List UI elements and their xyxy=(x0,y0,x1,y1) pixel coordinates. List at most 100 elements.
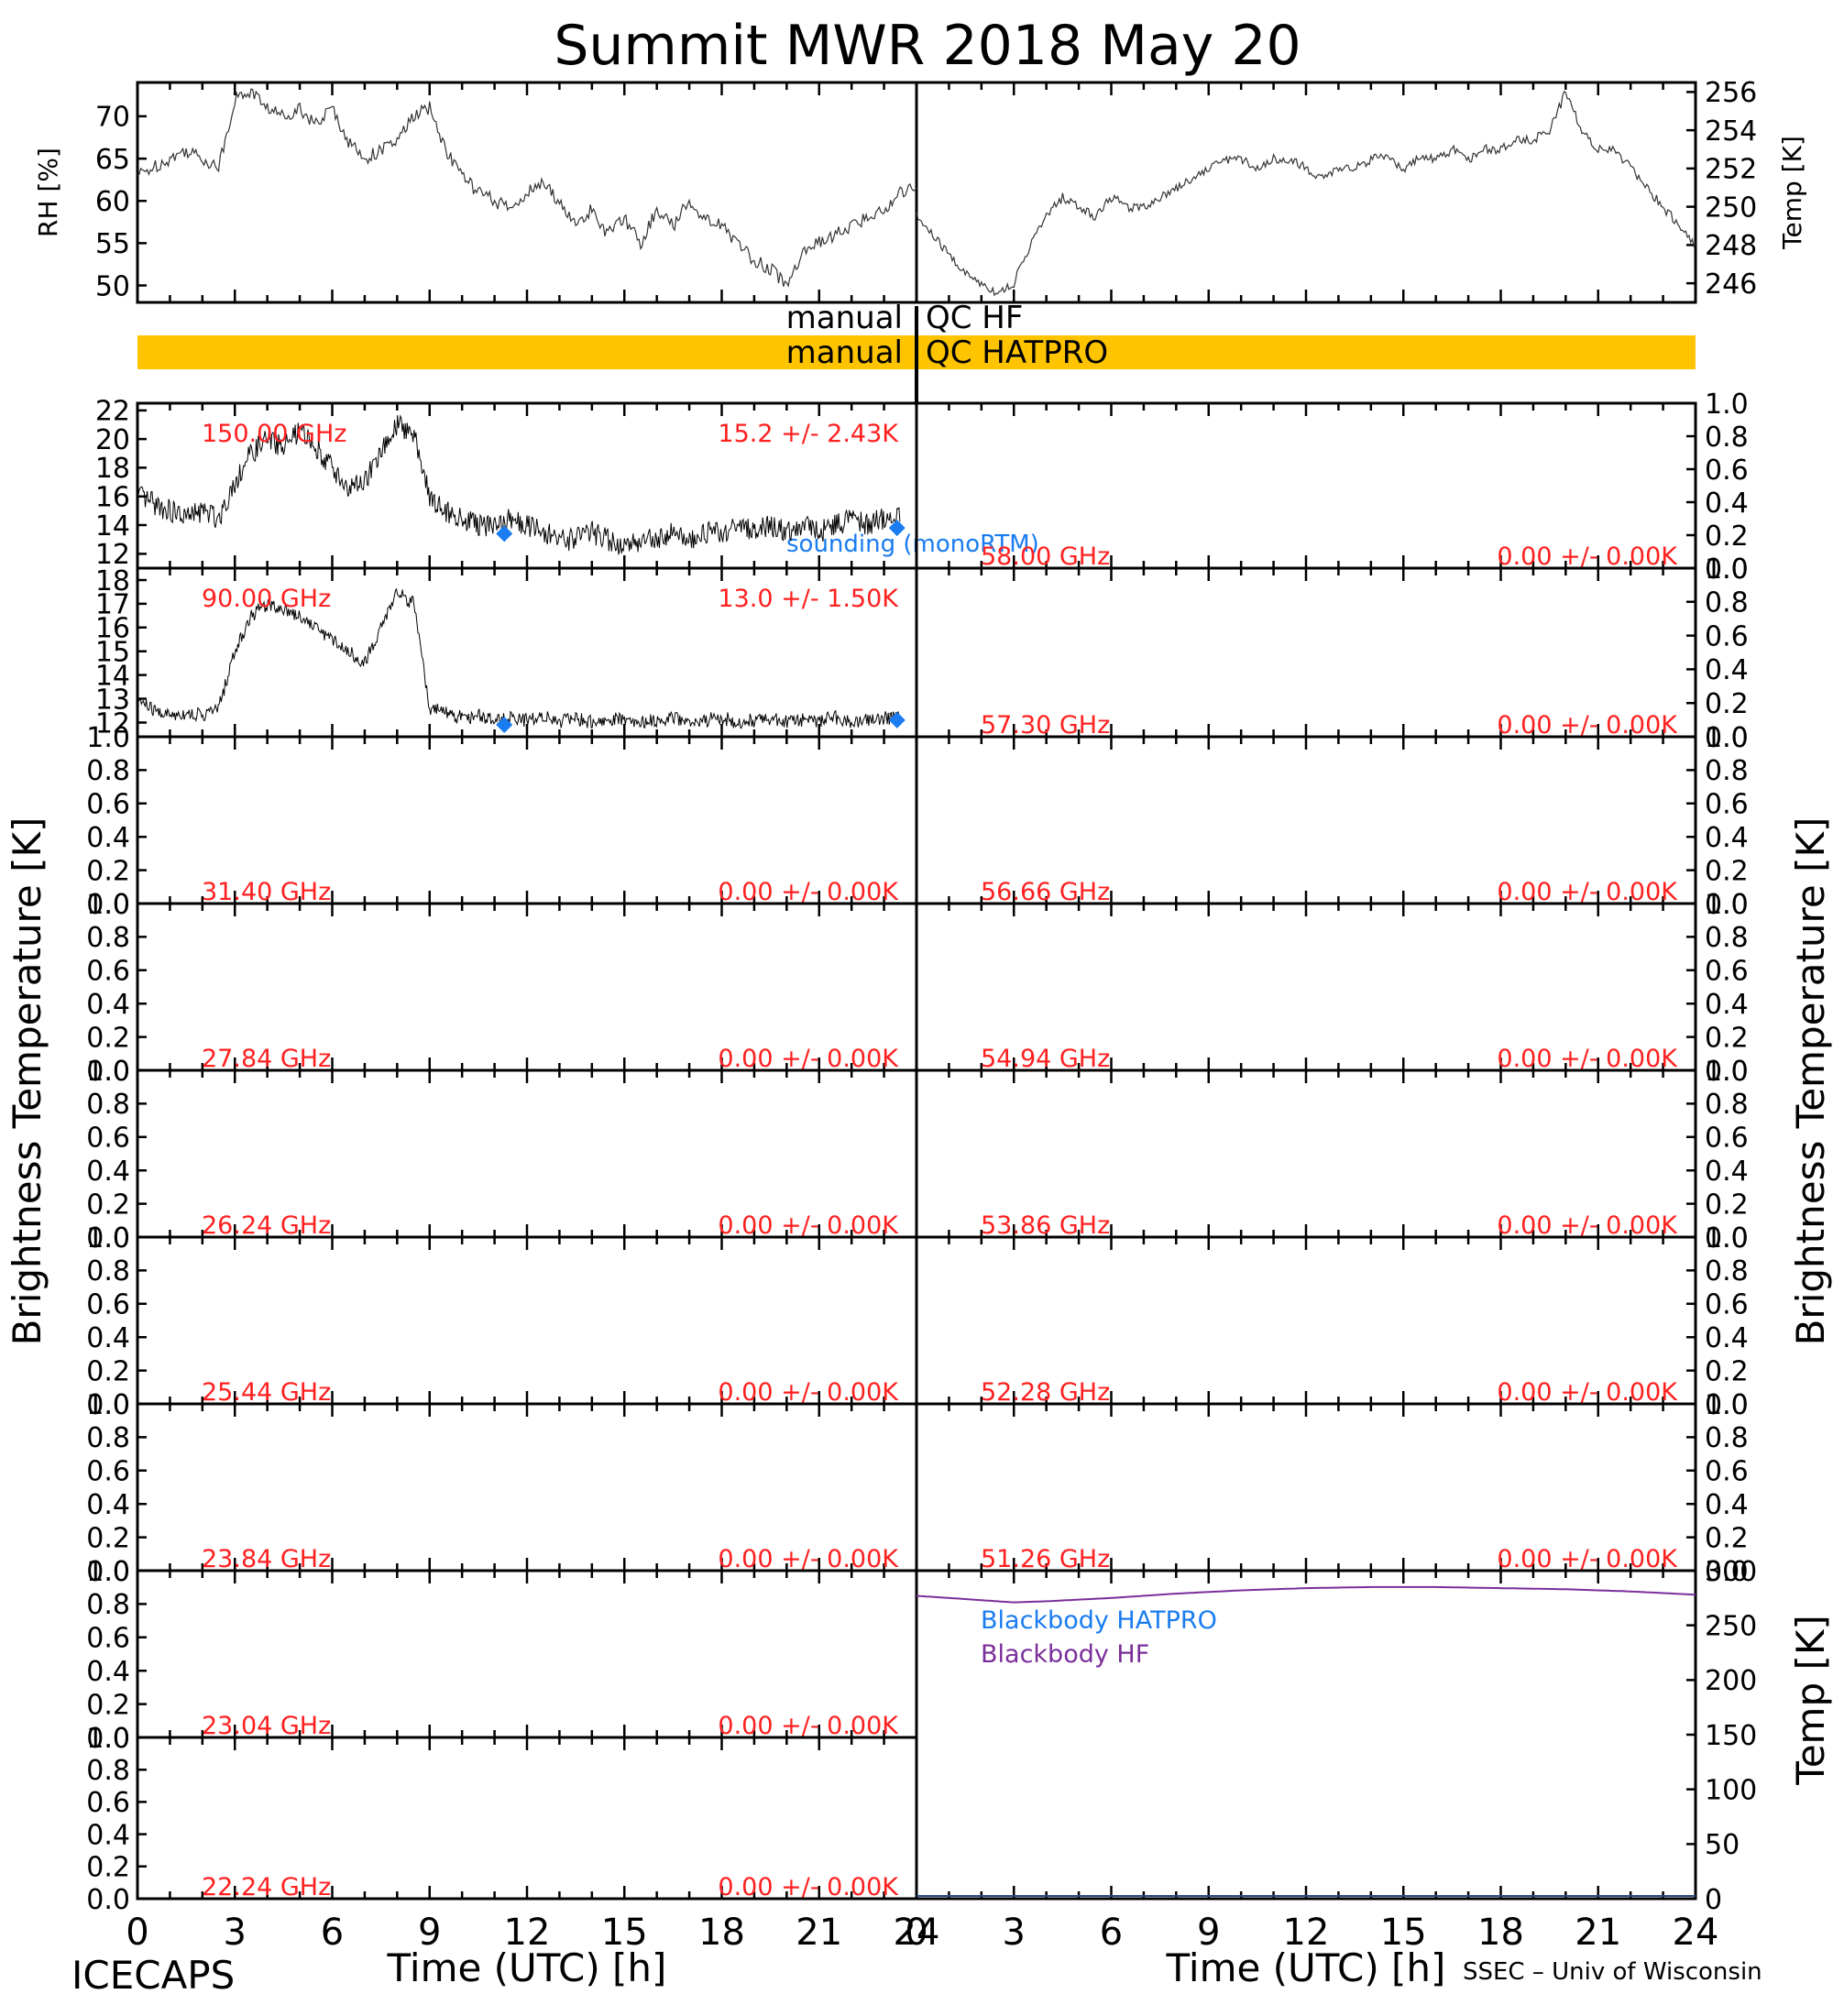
empty-right-tick-label: 0.2 xyxy=(1705,1355,1749,1387)
temp-tick-label: 246 xyxy=(1705,268,1757,301)
empty-left-tick-label: 0.8 xyxy=(86,1422,130,1454)
channel-stat: 0.00 +/- 0.00K xyxy=(1497,1211,1678,1240)
empty-left-tick-label: 0.8 xyxy=(86,1255,130,1287)
x-tick-label-left: 18 xyxy=(698,1912,745,1954)
empty-right-x-ticks xyxy=(915,568,1697,737)
channel-label: 54.94 GHz xyxy=(981,1045,1110,1073)
ch150-x-ticks xyxy=(136,403,918,568)
empty-left-tick-label: 1.0 xyxy=(86,889,130,921)
channel-stat: 15.2 +/- 2.43K xyxy=(718,420,899,448)
x-tick-label-left: 3 xyxy=(224,1912,247,1954)
bb-hf-line xyxy=(916,1585,1696,1604)
channel-stat: 0.00 +/- 0.00K xyxy=(1497,878,1678,906)
empty-left-x-ticks xyxy=(136,1237,918,1404)
rh-tick-label: 65 xyxy=(95,144,130,176)
empty-right-tick-label: 1.0 xyxy=(1705,1222,1749,1255)
blackbody-tick-label: 150 xyxy=(1705,1720,1757,1752)
empty-left-tick-label: 0.8 xyxy=(86,755,130,787)
empty-right-tick-label: 0.8 xyxy=(1705,587,1749,619)
empty-right-tick-label: 1.0 xyxy=(1705,553,1749,586)
blackbody-tick-label: 0 xyxy=(1705,1884,1722,1916)
empty-left-tick-label: 0.4 xyxy=(86,822,130,854)
empty-left-tick-label: 0.6 xyxy=(86,1456,130,1488)
footer-left: ICECAPS xyxy=(71,1953,235,1998)
blackbody-ticks xyxy=(1686,1569,1696,1901)
x-tick-label-left: 6 xyxy=(321,1912,344,1954)
empty-right-tick-label: 0.2 xyxy=(1705,1522,1749,1554)
empty-right-tick-label: 0.0 xyxy=(1705,722,1749,754)
empty-left-x-ticks xyxy=(136,904,918,1070)
x-tick-label-right: 24 xyxy=(1673,1912,1719,1954)
ch150-tick-label: 18 xyxy=(95,453,130,485)
channel-stat: 0.00 +/- 0.00K xyxy=(1497,1545,1678,1573)
empty-left-tick-label: 0.4 xyxy=(86,1156,130,1188)
channel-label: 26.24 GHz xyxy=(202,1211,331,1240)
empty-left-tick-label: 0.4 xyxy=(86,1489,130,1521)
empty-right-tick-label: 0.4 xyxy=(1705,1156,1749,1188)
empty-right-tick-label: 0.6 xyxy=(1705,789,1749,821)
channel-stat: 0.00 +/- 0.00K xyxy=(718,1545,899,1573)
empty-left-tick-label: 1.0 xyxy=(86,1222,130,1255)
empty-left-tick-label: 0.0 xyxy=(86,1723,130,1755)
empty-right-tick-label: 0.0 xyxy=(1705,1056,1749,1088)
channel-label: 23.84 GHz xyxy=(202,1545,331,1573)
empty-right-tick-label: 0.2 xyxy=(1705,520,1749,553)
ch90-sounding-point xyxy=(496,717,513,734)
channel-label: 25.44 GHz xyxy=(202,1378,331,1407)
x-tick-label-left: 9 xyxy=(418,1912,441,1954)
empty-right-tick-label: 0.2 xyxy=(1705,855,1749,887)
empty-left-x-ticks xyxy=(136,1571,918,1737)
empty-right-tick-label: 0.2 xyxy=(1705,1022,1749,1054)
x-tick-label-left: 15 xyxy=(601,1912,648,1954)
empty-right-tick-label: 0.6 xyxy=(1705,1289,1749,1321)
channel-label: 23.04 GHz xyxy=(202,1712,331,1740)
ch90-ticks xyxy=(137,578,147,724)
channel-stat: 0.00 +/- 0.00K xyxy=(718,1211,899,1240)
qc-hatpro-label: QC HATPRO xyxy=(926,334,1108,371)
empty-left-tick-label: 0.8 xyxy=(86,1589,130,1621)
channel-stat: 0.00 +/- 0.00K xyxy=(1497,1045,1678,1073)
temp-axis-label: Temp [K] xyxy=(1777,136,1807,250)
ch90-tick-label: 13 xyxy=(95,684,130,716)
x-tick-label-right: 21 xyxy=(1575,1912,1621,1954)
empty-left-tick-label: 0.0 xyxy=(86,1556,130,1588)
empty-left-x-ticks xyxy=(136,737,918,904)
empty-right-x-ticks xyxy=(915,737,1697,904)
empty-right-tick-label: 0.0 xyxy=(1705,553,1749,586)
empty-right-tick-label: 1.0 xyxy=(1705,1389,1749,1421)
left-side-label: Brightness Temperature [K] xyxy=(5,817,49,1346)
empty-left-tick-label: 0.8 xyxy=(86,922,130,954)
channel-label: 53.86 GHz xyxy=(981,1211,1110,1240)
empty-left-tick-label: 0.0 xyxy=(86,1884,130,1916)
x-tick-label-right: 15 xyxy=(1380,1912,1427,1954)
empty-left-tick-label: 0.6 xyxy=(86,1123,130,1155)
empty-left-tick-label: 0.8 xyxy=(86,1755,130,1787)
channel-label: 150.00 GHz xyxy=(202,420,346,448)
ch150-tick-label: 14 xyxy=(95,510,130,542)
empty-right-x-ticks xyxy=(915,904,1697,1070)
rh-tick-label: 50 xyxy=(95,270,130,302)
rh-ticks xyxy=(137,115,147,287)
qc-hf-label: QC HF xyxy=(926,300,1023,336)
bb-temp-axis-label: Temp [K] xyxy=(1788,1615,1833,1786)
x-tick-label-left: 24 xyxy=(894,1912,940,1954)
empty-left-tick-label: 0.4 xyxy=(86,1656,130,1688)
empty-right-x-ticks xyxy=(915,1070,1697,1237)
blackbody-tick-label: 200 xyxy=(1705,1665,1757,1697)
bb-hf-legend: Blackbody HF xyxy=(981,1640,1149,1669)
temp-frame xyxy=(915,81,1697,304)
empty-left-tick-label: 0.8 xyxy=(86,1089,130,1121)
empty-left-tick-label: 0.6 xyxy=(86,956,130,988)
empty-left-tick-label: 0.4 xyxy=(86,1322,130,1354)
ch150-series-line xyxy=(137,414,901,555)
ch90-tick-label: 14 xyxy=(95,660,130,692)
channel-label: 31.40 GHz xyxy=(202,878,331,906)
empty-right-tick-label: 0.4 xyxy=(1705,822,1749,854)
qc-hatpro-manual: manual xyxy=(786,334,903,371)
empty-right-tick-label: 1.0 xyxy=(1705,889,1749,921)
empty-right-tick-label: 0.4 xyxy=(1705,488,1749,520)
empty-left-x-ticks xyxy=(136,1070,918,1237)
ch90-tick-label: 15 xyxy=(95,637,130,669)
temp-tick-label: 256 xyxy=(1705,77,1757,109)
bb-hatpro-legend: Blackbody HATPRO xyxy=(981,1606,1217,1635)
